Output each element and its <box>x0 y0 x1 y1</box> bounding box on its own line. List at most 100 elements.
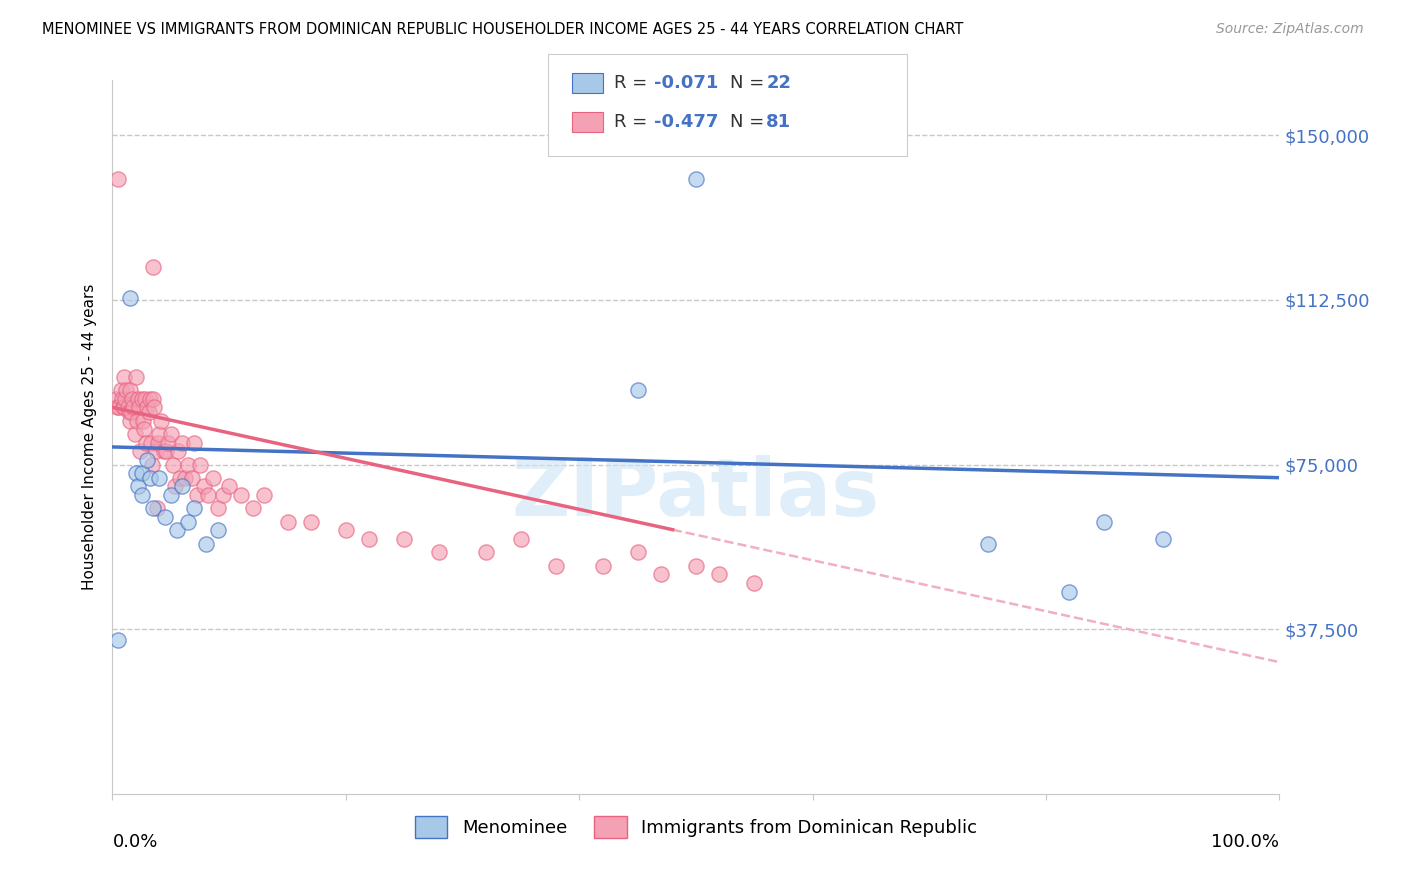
Legend: Menominee, Immigrants from Dominican Republic: Menominee, Immigrants from Dominican Rep… <box>408 809 984 846</box>
Point <box>744 576 766 591</box>
Point <box>592 558 614 573</box>
Text: N =: N = <box>730 74 769 92</box>
Point <box>139 471 162 485</box>
Point <box>138 405 160 419</box>
Point <box>112 401 135 415</box>
Point <box>141 458 163 472</box>
Point <box>169 471 191 485</box>
Point <box>177 458 200 472</box>
Text: N =: N = <box>730 113 769 131</box>
Point <box>229 488 252 502</box>
Point <box>183 501 205 516</box>
Point <box>394 532 416 546</box>
Point <box>685 558 707 573</box>
Point <box>172 479 194 493</box>
Point <box>299 515 322 529</box>
Text: MENOMINEE VS IMMIGRANTS FROM DOMINICAN REPUBLIC HOUSEHOLDER INCOME AGES 25 - 44 : MENOMINEE VS IMMIGRANTS FROM DOMINICAN R… <box>42 22 963 37</box>
Point <box>207 524 229 538</box>
Point <box>427 545 450 559</box>
Text: Source: ZipAtlas.com: Source: ZipAtlas.com <box>1216 22 1364 37</box>
Point <box>139 435 162 450</box>
Point <box>125 414 148 428</box>
Point <box>117 401 139 415</box>
Text: -0.477: -0.477 <box>654 113 718 131</box>
Point <box>134 392 156 406</box>
Point <box>197 488 219 502</box>
Point <box>131 392 153 406</box>
Point <box>172 435 194 450</box>
Point <box>242 501 264 516</box>
Point <box>108 401 131 415</box>
Point <box>627 545 650 559</box>
Point <box>131 488 153 502</box>
Point <box>212 488 235 502</box>
Point <box>115 383 138 397</box>
Point <box>1094 515 1116 529</box>
Point <box>146 501 169 516</box>
Point <box>136 401 159 415</box>
Point <box>627 383 650 397</box>
Text: 100.0%: 100.0% <box>1212 833 1279 851</box>
Point <box>118 405 141 419</box>
Point <box>709 567 731 582</box>
Text: R =: R = <box>614 74 654 92</box>
Point <box>1059 585 1081 599</box>
Point <box>124 426 146 441</box>
Point <box>359 532 381 546</box>
Point <box>173 471 195 485</box>
Point <box>188 458 211 472</box>
Point <box>125 369 148 384</box>
Point <box>127 392 149 406</box>
Point <box>114 392 136 406</box>
Text: -0.071: -0.071 <box>654 74 718 92</box>
Point <box>129 444 152 458</box>
Point <box>475 545 498 559</box>
Point <box>105 401 128 415</box>
Point <box>146 435 169 450</box>
Point <box>111 401 134 415</box>
Point <box>120 405 142 419</box>
Point <box>148 471 170 485</box>
Text: 22: 22 <box>766 74 792 92</box>
Point <box>110 383 132 397</box>
Point <box>650 567 672 582</box>
Point <box>193 479 215 493</box>
Point <box>131 467 153 481</box>
Point <box>139 392 162 406</box>
Point <box>207 501 229 516</box>
Text: 0.0%: 0.0% <box>112 833 157 851</box>
Point <box>544 558 567 573</box>
Point <box>107 633 129 648</box>
Point <box>118 291 141 305</box>
Point <box>142 392 165 406</box>
Point <box>142 501 165 516</box>
Point <box>685 172 707 186</box>
Point <box>107 172 129 186</box>
Point <box>162 458 184 472</box>
Point <box>148 426 170 441</box>
Point <box>104 392 127 406</box>
Point <box>142 260 165 274</box>
Point <box>136 453 159 467</box>
Point <box>118 383 141 397</box>
Point <box>157 435 180 450</box>
Point <box>177 515 200 529</box>
Point <box>201 471 224 485</box>
Point <box>125 467 148 481</box>
Point <box>150 414 173 428</box>
Point <box>166 524 188 538</box>
Point <box>509 532 531 546</box>
Point <box>165 479 187 493</box>
Point <box>276 515 298 529</box>
Y-axis label: Householder Income Ages 25 - 44 years: Householder Income Ages 25 - 44 years <box>82 284 97 591</box>
Text: R =: R = <box>614 113 654 131</box>
Point <box>132 414 155 428</box>
Point <box>132 422 155 436</box>
Point <box>155 444 177 458</box>
Point <box>253 488 276 502</box>
Point <box>127 479 149 493</box>
Point <box>976 536 998 550</box>
Point <box>121 392 143 406</box>
Point <box>143 401 166 415</box>
Text: 81: 81 <box>766 113 792 131</box>
